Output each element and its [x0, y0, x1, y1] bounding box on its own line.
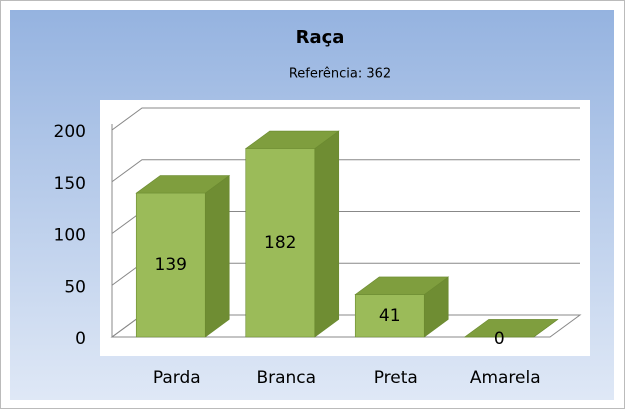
- bar-side: [314, 130, 340, 338]
- bar-side: [204, 174, 230, 338]
- y-tick-label: 50: [64, 277, 86, 297]
- bar-front: [245, 148, 316, 338]
- data-label: 182: [264, 233, 296, 253]
- y-tick-label: 150: [54, 174, 86, 194]
- data-label: 139: [155, 255, 187, 275]
- data-label: 41: [379, 306, 401, 326]
- bar-front: [354, 294, 425, 338]
- data-label: 0: [494, 329, 505, 349]
- x-tick-label: Parda: [153, 368, 201, 388]
- bar: [135, 174, 231, 338]
- chart-title: Raça: [296, 27, 345, 48]
- bar: [463, 319, 559, 338]
- chart-subtitle: Referência: 362: [289, 67, 391, 82]
- y-tick-label: 200: [54, 122, 86, 142]
- grid-line: [111, 107, 580, 131]
- grid-line: [111, 159, 580, 183]
- y-tick-label: 0: [75, 329, 86, 349]
- x-tick-label: Preta: [374, 368, 418, 388]
- bar: [354, 276, 450, 338]
- y-tick-label: 100: [54, 226, 86, 246]
- x-tick-label: Branca: [256, 368, 316, 388]
- bar: [244, 130, 340, 338]
- bar-front: [135, 192, 206, 338]
- x-tick-label: Amarela: [470, 368, 541, 388]
